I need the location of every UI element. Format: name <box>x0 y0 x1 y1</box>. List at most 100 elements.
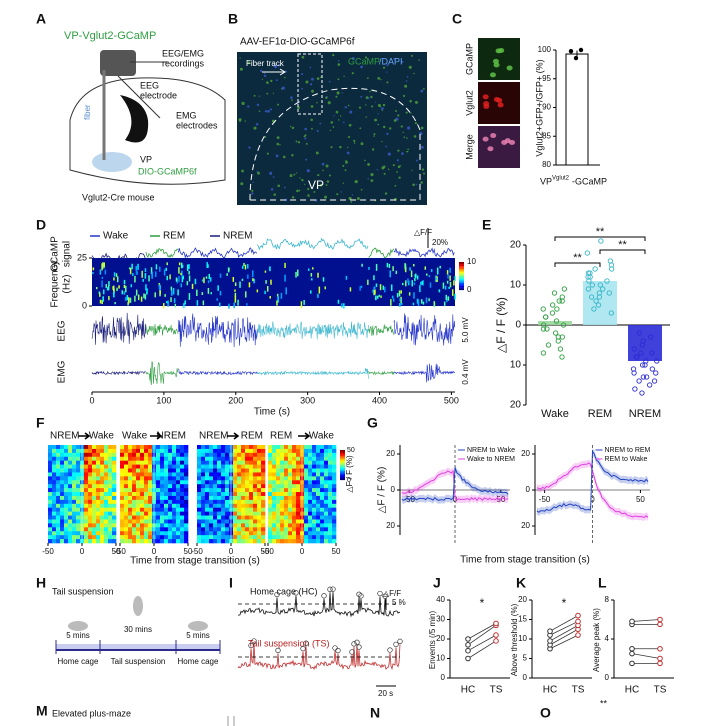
heatmap-cell <box>324 445 329 450</box>
spectrogram-cell <box>337 299 340 304</box>
heatmap-cell <box>257 472 262 477</box>
heatmap-cell <box>124 445 129 450</box>
heatmap-cell <box>312 527 317 532</box>
heatmap-cell <box>324 523 329 528</box>
heatmap-cell <box>112 503 117 509</box>
heatmap-cell <box>201 492 206 497</box>
stage: Tail suspension <box>111 657 166 666</box>
heatmap-cell <box>312 523 317 528</box>
heatmap-cell <box>132 452 137 458</box>
heatmap-cell <box>60 484 65 489</box>
heatmap-cell <box>292 472 297 477</box>
spectrogram <box>92 258 455 306</box>
heatmap-cell <box>168 445 173 450</box>
heatmap-cell <box>164 460 169 465</box>
heatmap-cell <box>108 484 113 489</box>
point <box>493 632 499 638</box>
heatmap-cell <box>332 507 337 512</box>
heatmap-cell <box>176 472 181 477</box>
heatmap-cell <box>100 448 105 454</box>
spectrogram-cell <box>300 301 303 309</box>
heatmap-cell <box>56 539 61 544</box>
heatmap-cell <box>112 495 117 501</box>
heatmap-cell <box>128 452 133 458</box>
heatmap-cell <box>184 511 189 516</box>
point <box>633 354 640 360</box>
heatmap-cell <box>48 495 53 501</box>
heatmap-cell <box>209 492 214 497</box>
heatmap-cell <box>288 507 293 512</box>
pair-line <box>549 625 579 642</box>
cell <box>289 174 293 178</box>
heatmap-cell <box>96 456 101 461</box>
heatmap-cell <box>148 456 153 461</box>
heatmap-cell <box>60 456 65 461</box>
electrode-head <box>100 50 136 76</box>
cell <box>337 59 340 62</box>
peak-marker <box>349 649 355 655</box>
error-band <box>536 459 649 521</box>
heatmap-cell <box>261 503 266 509</box>
point <box>657 660 663 667</box>
heatmap-cell <box>168 503 173 509</box>
spectrogram-cell <box>137 263 139 270</box>
heatmap-cell <box>84 445 89 450</box>
spectrogram-cell <box>239 281 241 288</box>
heatmap-cell <box>209 495 214 501</box>
heatmap-cell <box>92 511 97 516</box>
heatmap-cell <box>112 492 117 497</box>
heatmap-cell <box>284 539 289 544</box>
heatmap-cell <box>128 527 133 532</box>
heatmap-cell <box>108 464 113 469</box>
heatmap-cell <box>237 499 242 505</box>
heatmap-cell <box>84 480 89 485</box>
heatmap-cell <box>225 484 230 489</box>
spectrogram-cell <box>209 277 212 282</box>
heatmap-cell <box>56 499 61 505</box>
heatmap-cell <box>96 531 101 536</box>
heatmap-cell <box>52 495 57 501</box>
heatmap-cell <box>168 460 173 465</box>
heatmap-cell <box>180 519 185 524</box>
heatmap-cell <box>88 531 93 536</box>
cell <box>483 101 490 107</box>
heatmap-cell <box>201 515 206 520</box>
heatmap-cell <box>221 484 226 489</box>
heatmap-cell <box>284 503 289 509</box>
heatmap-cell <box>144 452 149 458</box>
heatmap-cell <box>172 448 177 454</box>
heatmap-cell <box>148 472 153 477</box>
cell <box>266 81 269 84</box>
heatmap-cell <box>92 445 97 450</box>
cell <box>411 169 413 172</box>
duration: 5 mins <box>66 631 90 640</box>
cell <box>253 94 256 97</box>
cell <box>351 72 354 75</box>
heatmap-cell <box>308 511 313 516</box>
colorbar <box>340 451 345 454</box>
heatmap-cell <box>221 535 226 540</box>
cell <box>377 123 380 126</box>
heatmap-cell <box>56 452 61 458</box>
spectrogram-cell <box>106 287 109 291</box>
heatmap-cell <box>304 480 309 485</box>
heatmap-cell <box>332 464 337 469</box>
cell <box>396 171 398 173</box>
heatmap-cell <box>108 480 113 485</box>
colorbar <box>340 477 345 479</box>
point <box>638 350 644 356</box>
heatmap-cell <box>104 503 109 509</box>
y-tick-label: 8 <box>605 595 610 604</box>
spectrogram-cell <box>380 295 382 298</box>
heatmap-cell <box>184 456 189 461</box>
heatmap-cell <box>108 503 113 509</box>
spectrogram-cell <box>216 298 218 301</box>
heatmap-cell <box>268 499 273 505</box>
heatmap-cell <box>108 515 113 520</box>
cell <box>343 75 345 77</box>
heatmap-cell <box>316 531 321 536</box>
heatmap-cell <box>217 515 222 520</box>
heatmap-cell <box>241 468 246 473</box>
heatmap-cell <box>140 464 145 469</box>
label: electrodes <box>176 120 218 130</box>
